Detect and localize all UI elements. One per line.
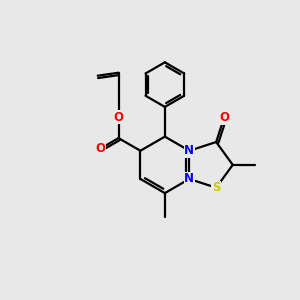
- Text: O: O: [219, 112, 229, 124]
- Text: O: O: [113, 111, 124, 124]
- Text: N: N: [184, 144, 194, 157]
- Text: N: N: [184, 172, 194, 185]
- Text: S: S: [212, 181, 220, 194]
- Text: O: O: [95, 142, 106, 155]
